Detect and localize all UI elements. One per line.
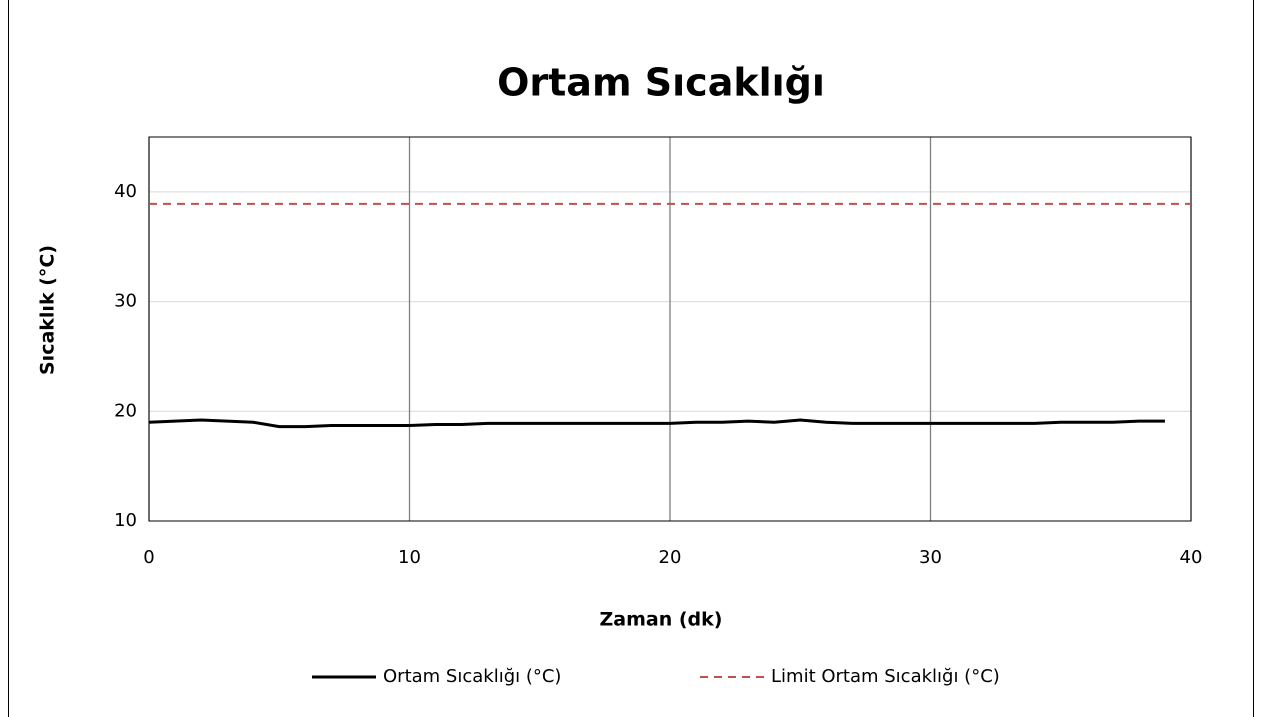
- chart-border: [8, 0, 1254, 717]
- legend-label: Ortam Sıcaklığı (°C): [383, 666, 561, 687]
- y-tick-label: 40: [114, 181, 137, 202]
- x-tick-label: 20: [659, 547, 682, 568]
- y-tick-label: 20: [114, 400, 137, 421]
- x-tick-label: 0: [143, 547, 154, 568]
- legend-label: Limit Ortam Sıcaklığı (°C): [771, 666, 1000, 687]
- chart-title: Ortam Sıcaklığı: [497, 61, 825, 105]
- y-axis-label: Sıcaklık (°C): [37, 245, 59, 375]
- x-axis-label: Zaman (dk): [600, 609, 723, 631]
- plot-border: [148, 136, 1192, 522]
- x-tick-label: 30: [919, 547, 942, 568]
- x-tick-label: 10: [398, 547, 421, 568]
- series-line: [148, 418, 1165, 429]
- y-tick-label: 30: [114, 291, 137, 312]
- x-tick-label: 40: [1180, 547, 1203, 568]
- y-tick-label: 10: [114, 510, 137, 531]
